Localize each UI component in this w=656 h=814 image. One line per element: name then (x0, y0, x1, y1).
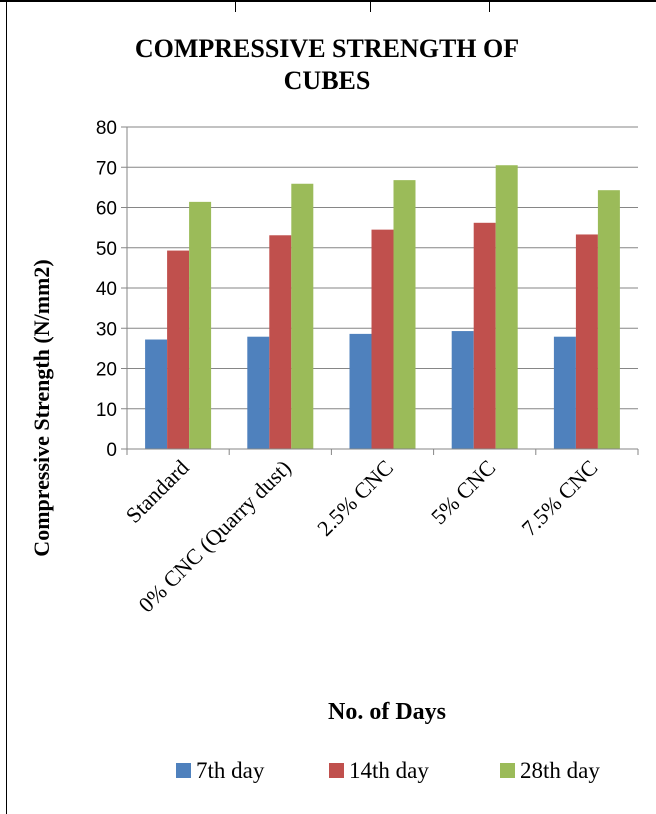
bar (597, 190, 620, 449)
legend-swatch (329, 763, 344, 778)
y-tick-label: 10 (96, 400, 117, 421)
chart-title: COMPRESSIVE STRENGTH OF CUBES (135, 34, 519, 95)
y-axis-ticks: 0 10 20 30 40 50 60 70 80 (96, 118, 127, 461)
bar (145, 339, 168, 449)
frame-divider-1 (235, 0, 236, 12)
frame-left-border (6, 0, 7, 814)
bars (145, 165, 620, 450)
bar (575, 234, 598, 449)
bar (553, 336, 576, 449)
y-tick-label: 60 (96, 199, 117, 220)
bar (451, 331, 474, 449)
bar (167, 250, 190, 449)
legend-label: 28th day (520, 758, 600, 783)
frame-top-border (0, 0, 656, 2)
y-tick-label: 70 (96, 158, 117, 179)
bar (371, 229, 394, 449)
bar (189, 201, 212, 449)
bar (269, 235, 292, 449)
bar (495, 165, 518, 450)
bar (247, 336, 270, 449)
legend-label: 7th day (196, 758, 265, 783)
legend: 7th day 14th day 28th day (176, 758, 600, 783)
bar (473, 222, 496, 449)
chart-title-line-2: CUBES (284, 66, 371, 95)
y-tick-label: 0 (106, 440, 117, 461)
y-tick-label: 50 (96, 239, 117, 260)
frame-divider-3 (489, 0, 490, 12)
frame-divider-2 (370, 0, 371, 12)
legend-label: 14th day (349, 758, 429, 783)
y-axis-label: Compressive Strength (N/mm2) (29, 259, 54, 556)
x-axis-label: No. of Days (328, 699, 446, 725)
legend-swatch (500, 763, 515, 778)
axes (126, 127, 638, 450)
y-tick-label: 80 (96, 118, 117, 139)
chart-title-line-1: COMPRESSIVE STRENGTH OF (135, 34, 519, 63)
bar (393, 180, 416, 449)
x-tick-label: 2.5% CNC (312, 455, 398, 541)
x-tick-label: 7.5% CNC (516, 455, 602, 541)
bar (291, 183, 314, 449)
bar (349, 333, 372, 449)
y-tick-label: 20 (96, 360, 117, 381)
legend-swatch (176, 763, 191, 778)
y-tick-label: 40 (96, 279, 117, 300)
x-tick-label: 5% CNC (426, 455, 500, 529)
x-tick-label: Standard (121, 455, 194, 528)
y-tick-label: 30 (96, 319, 117, 340)
